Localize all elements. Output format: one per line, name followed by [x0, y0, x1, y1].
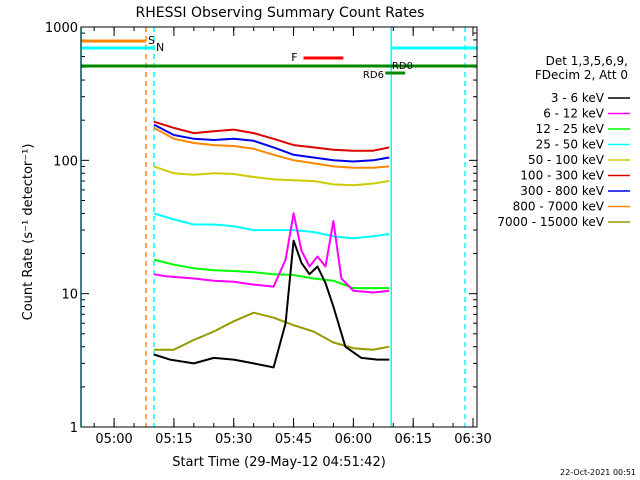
- legend: Det 1,3,5,6,9, FDecim 2, Att 0 3 - 6 keV…: [497, 54, 630, 229]
- y-tick-label: 1000: [45, 21, 78, 36]
- legend-header-1: Det 1,3,5,6,9,: [546, 54, 628, 68]
- annotations-layer: SN F RD0 RD6: [80, 27, 477, 427]
- footer-date: 22-Oct-2021 00:51: [560, 468, 636, 477]
- series-layer: [153, 120, 390, 369]
- legend-label-7000-15000-kev: 7000 - 15000 keV: [497, 215, 604, 229]
- legend-label-3-6-kev: 3 - 6 keV: [551, 91, 605, 105]
- rd0-label: RD0: [392, 61, 413, 72]
- x-tick-label: 06:00: [335, 432, 372, 447]
- legend-label-6-12-kev: 6 - 12 keV: [543, 107, 605, 121]
- rd6-label: RD6: [363, 70, 384, 81]
- y-axis-title: Count Rate (s⁻¹ detector⁻¹): [21, 144, 36, 321]
- x-tick-label: 06:15: [394, 432, 431, 447]
- y-tick-label: 100: [53, 154, 78, 169]
- y-tick-label: 1: [70, 421, 78, 436]
- n-label: N: [156, 41, 164, 54]
- x-axis: 05:00 05:15 05:30 05:45 06:00 06:15 06:30: [93, 27, 492, 447]
- series-line-6-12-kev: [153, 212, 390, 294]
- x-tick-label: 05:00: [95, 432, 132, 447]
- legend-label-50-100-kev: 50 - 100 keV: [528, 153, 605, 167]
- y-tick-label: 10: [61, 288, 78, 303]
- x-tick-label: 06:30: [454, 432, 491, 447]
- x-tick-label: 05:45: [275, 432, 312, 447]
- series-line-7000-15000-kev: [154, 311, 390, 351]
- x-tick-label: 05:30: [215, 432, 252, 447]
- x-axis-title: Start Time (29-May-12 04:51:42): [172, 455, 386, 470]
- legend-label-300-800-kev: 300 - 800 keV: [520, 184, 604, 198]
- series-line-12-25-kev: [153, 258, 390, 290]
- f-label: F: [291, 51, 297, 64]
- chart-title: RHESSI Observing Summary Count Rates: [136, 5, 425, 21]
- plot-frame: [80, 26, 478, 428]
- series-line-100-300-kev: [153, 120, 390, 152]
- y-axis: 1 10 100 1000: [45, 21, 477, 436]
- legend-header-2: FDecim 2, Att 0: [535, 68, 628, 82]
- x-tick-label: 05:15: [155, 432, 192, 447]
- series-line-3-6-kev: [153, 239, 390, 369]
- legend-label-100-300-kev: 100 - 300 keV: [520, 169, 604, 183]
- s-label: S: [148, 34, 155, 47]
- series-line-50-100-kev: [153, 165, 390, 187]
- series-line-800-7000-kev: [153, 127, 390, 169]
- legend-label-25-50-kev: 25 - 50 keV: [536, 138, 605, 152]
- legend-label-800-7000-kev: 800 - 7000 keV: [513, 200, 605, 214]
- series-line-300-800-kev: [153, 123, 390, 163]
- series-line-25-50-kev: [153, 212, 390, 240]
- legend-label-12-25-kev: 12 - 25 keV: [536, 122, 605, 136]
